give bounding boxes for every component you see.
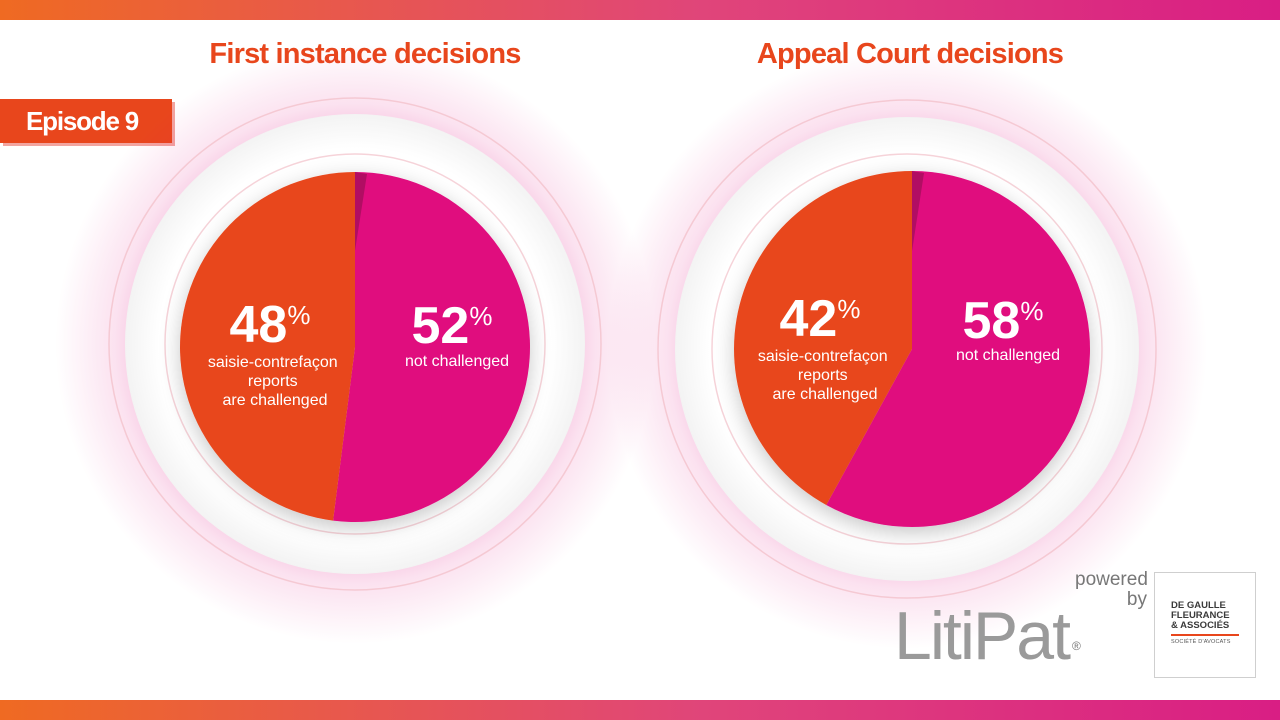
value-label: 42 [780, 290, 838, 348]
caption-line: reports [798, 367, 848, 384]
episode-badge: Episode 9 [0, 99, 172, 143]
inner-ring-first-instance [164, 153, 546, 535]
caption-line: not challenged [405, 353, 509, 370]
firm-subtitle: SOCIÉTÉ D'AVOCATS [1171, 639, 1231, 645]
caption-line: reports [248, 373, 298, 390]
firm-name: DE GAULLE FLEURANCE & ASSOCIÉS [1171, 601, 1251, 631]
powered-by-label: powered by [1075, 569, 1148, 610]
unit-label: % [287, 300, 310, 330]
pie-fold-0 [355, 172, 367, 251]
svg-text:42%: 42% [780, 290, 861, 348]
value-label: 48 [230, 296, 288, 354]
slice-label-challenged-appeal: 42% saisie-contrefaçon reports are chall… [758, 290, 892, 403]
pie-slice-1-0 [826, 171, 1091, 527]
pie-slice-0-1 [180, 172, 355, 521]
powered-by-line: by [1126, 589, 1147, 610]
slice-label-not-challenged-appeal: 58% not challenged [956, 292, 1060, 364]
outer-ring-first-instance [108, 97, 602, 591]
slice-label-challenged-first: 48% saisie-contrefaçon reports are chall… [208, 296, 342, 409]
top-gradient-bar [0, 0, 1280, 20]
svg-text:48%: 48% [230, 296, 311, 354]
svg-text:not challenged: not challenged [405, 353, 509, 370]
pie-slice-0-0 [333, 172, 531, 522]
svg-text:not challenged: not challenged [956, 347, 1060, 364]
powered-by-line: powered [1075, 569, 1148, 590]
svg-text:52%: 52% [412, 297, 493, 355]
svg-text:saisie-contrefaçon rep: saisie-contrefaçon reports are challenge… [208, 354, 342, 409]
slice-label-not-challenged-first: 52% not challenged [405, 297, 509, 370]
litipat-wordmark: LitiPat [894, 598, 1071, 674]
firm-logo-rule [1171, 634, 1239, 636]
unit-label: % [837, 294, 860, 324]
value-label: 52 [412, 297, 470, 355]
value-label: 58 [963, 292, 1021, 350]
unit-label: % [469, 301, 492, 331]
pie-slice-1-1 [734, 171, 912, 505]
caption-line: not challenged [956, 347, 1060, 364]
firm-name-line: & ASSOCIÉS [1171, 620, 1230, 631]
inner-ring-appeal-court [711, 153, 1103, 545]
firm-logo: DE GAULLE FLEURANCE & ASSOCIÉS SOCIÉTÉ D… [1154, 572, 1256, 678]
firm-name-line: FLEURANCE [1171, 610, 1230, 621]
litipat-logo: LitiPat ® [894, 598, 1081, 674]
firm-name-line: DE GAULLE [1171, 600, 1226, 611]
caption-line: are challenged [773, 386, 878, 403]
caption-line: saisie-contrefaçon [758, 348, 888, 365]
pie-chart-appeal-court: 58% not challenged 42% saisie-contrefaço… [607, 49, 1207, 649]
caption-line: saisie-contrefaçon [208, 354, 338, 371]
unit-label: % [1020, 296, 1043, 326]
caption-line: are challenged [223, 392, 328, 409]
registered-mark: ® [1072, 639, 1081, 653]
pie-fold-1 [912, 171, 924, 252]
svg-text:saisie-contrefaçon rep: saisie-contrefaçon reports are challenge… [758, 348, 892, 403]
bottom-gradient-bar [0, 700, 1280, 720]
svg-text:58%: 58% [963, 292, 1044, 350]
outer-ring-appeal-court [657, 99, 1157, 599]
pie-chart-first-instance: 52% not challenged 48% saisie-contrefaço… [55, 44, 655, 644]
